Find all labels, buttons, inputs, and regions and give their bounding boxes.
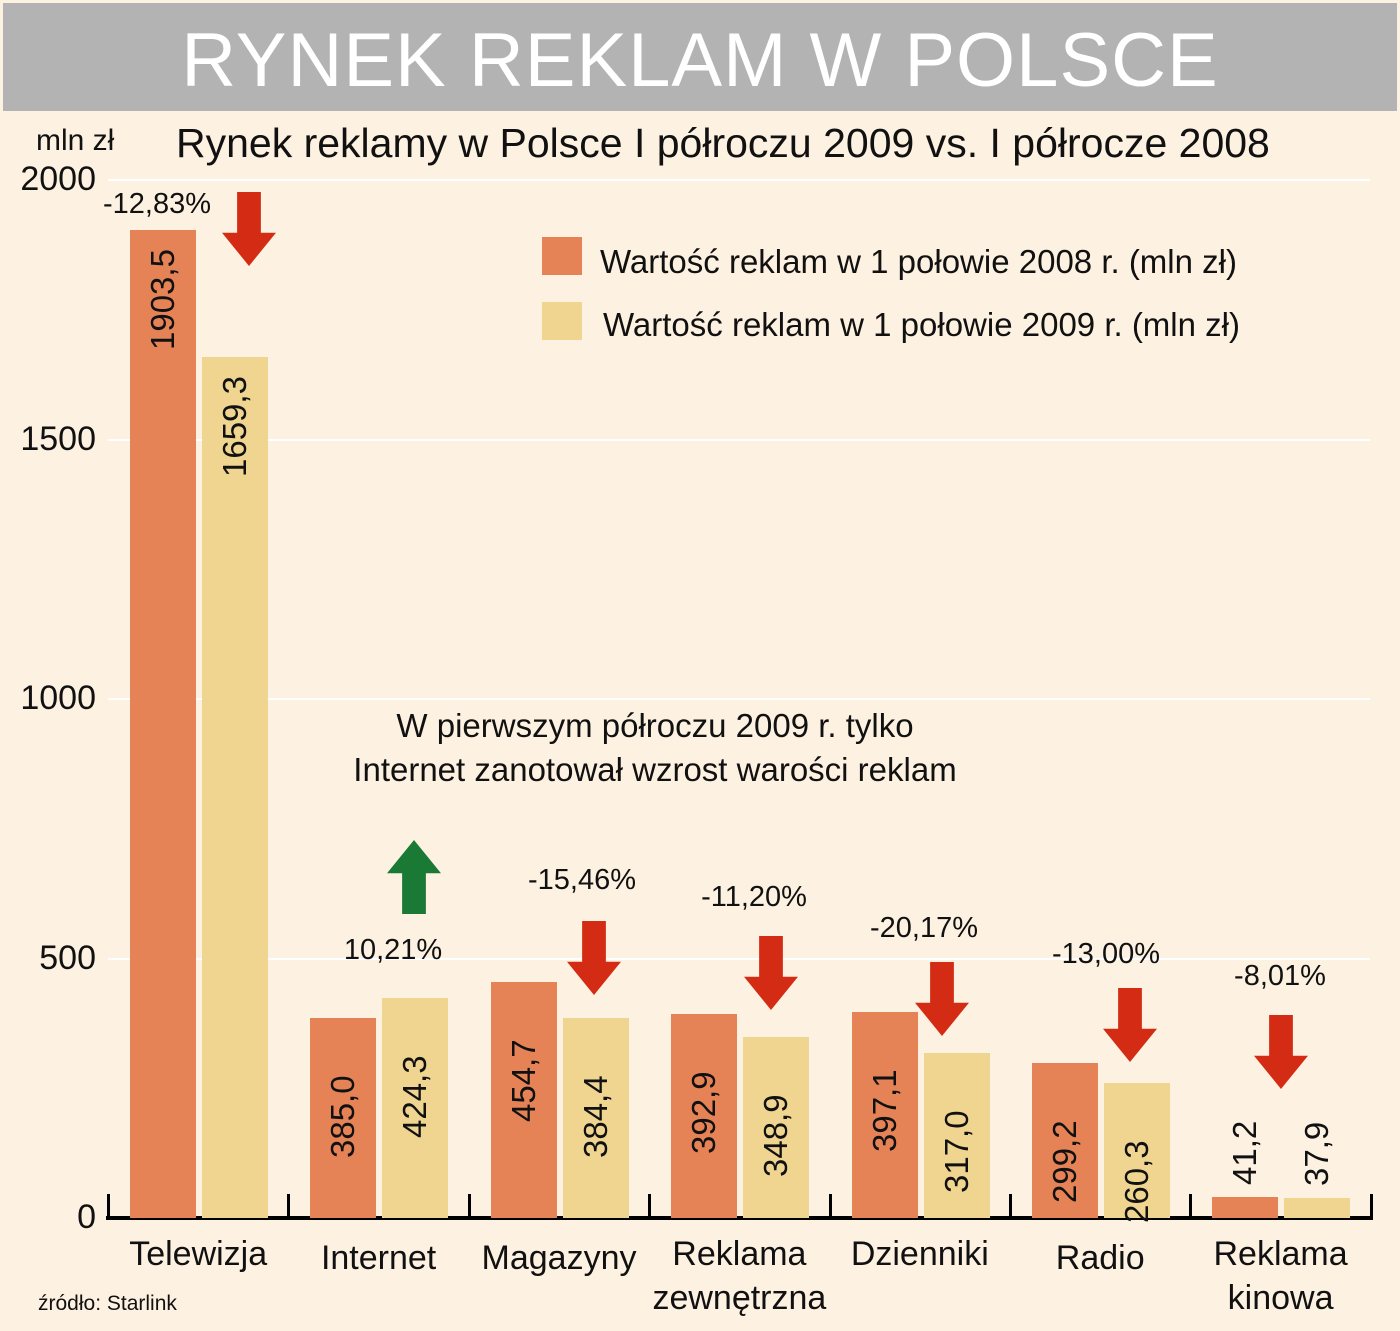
gridline: [108, 179, 1370, 181]
x-axis-tick: [1009, 1194, 1012, 1219]
category-label-line1: Reklama: [1213, 1235, 1348, 1273]
chart-subtitle: Rynek reklamy w Polsce I półroczu 2009 v…: [176, 120, 1270, 166]
value-label: 348,9: [757, 1094, 795, 1177]
y-tick-label: 500: [39, 938, 96, 977]
value-label: 1903,5: [144, 249, 181, 351]
arrow-down-icon: [222, 192, 276, 271]
percent-change-label: -8,01%: [1234, 960, 1326, 992]
x-axis-tick: [648, 1194, 652, 1219]
value-label: 41,2: [1226, 1120, 1264, 1185]
category-label: Magazyny: [464, 1236, 654, 1280]
category-label: Telewizja: [103, 1232, 293, 1276]
bar-2009: [1284, 1198, 1351, 1218]
category-label: Internet: [284, 1236, 474, 1280]
arrow-down-icon: [567, 921, 621, 1000]
x-axis-tick: [287, 1194, 291, 1219]
category-label-line1: Radio: [1055, 1239, 1145, 1277]
x-axis-tick: [1369, 1194, 1373, 1219]
category-label-line1: Internet: [320, 1239, 437, 1277]
percent-change-label: -20,17%: [869, 912, 979, 944]
percent-change-label: -12,83%: [102, 188, 212, 220]
arrow-down-icon: [915, 962, 969, 1041]
value-label: 397,1: [865, 1069, 903, 1152]
bar-2009: [202, 356, 268, 1218]
arrow-down-icon: [744, 936, 798, 1015]
y-tick-label: 1000: [20, 679, 96, 717]
annotation-note: W pierwszym półroczu 2009 r. tylko Inter…: [300, 704, 1010, 792]
bar-2009: [923, 1053, 990, 1218]
x-axis-tick: [467, 1194, 471, 1219]
gridline: [108, 438, 1370, 441]
arrow-up-icon: [387, 840, 441, 919]
percent-change-label: 10,21%: [343, 934, 443, 966]
bar-2008: [130, 230, 196, 1218]
value-label: 392,9: [685, 1071, 723, 1155]
value-label: 317,0: [937, 1110, 975, 1194]
x-axis: [106, 1216, 1373, 1220]
category-label-line2: zewnętrzna: [652, 1279, 827, 1317]
legend-swatch-2008: [542, 237, 582, 275]
y-tick-label: 2000: [20, 160, 96, 198]
legend-label-2008: Wartość reklam w 1 połowie 2008 r. (mln …: [600, 243, 1237, 280]
gridline: [108, 957, 1370, 960]
note-line-2: Internet zanotował wzrost warości reklam: [353, 751, 957, 788]
y-tick-label: 1500: [20, 419, 96, 458]
value-label: 1659,3: [216, 375, 253, 477]
bar-2009: [562, 1018, 629, 1218]
category-label-line2: kinowa: [1227, 1279, 1334, 1317]
value-label: 454,7: [504, 1039, 542, 1122]
legend-swatch-2009: [542, 302, 582, 340]
bar-2008: [1032, 1062, 1098, 1218]
category-label: Radio: [1005, 1236, 1195, 1280]
x-axis-tick: [828, 1194, 832, 1219]
category-label: Dzienniki: [825, 1232, 1015, 1276]
x-axis-tick: [1189, 1194, 1193, 1219]
category-label: Reklama zewnętrzna: [644, 1232, 834, 1320]
category-label: Reklama kinowa: [1186, 1232, 1376, 1320]
bar-2009: [1104, 1082, 1170, 1218]
title-banner: RYNEK REKLAM W POLSCE: [3, 3, 1397, 111]
percent-change-label: -11,20%: [701, 881, 807, 913]
bar-2009: [382, 997, 449, 1218]
note-line-1: W pierwszym półroczu 2009 r. tylko: [396, 707, 914, 744]
gridline: [108, 698, 1370, 700]
bar-2008: [310, 1018, 377, 1218]
main-title: RYNEK REKLAM W POLSCE: [181, 18, 1219, 103]
legend-label-2009: Wartość reklam w 1 połowie 2009 r. (mln …: [603, 306, 1240, 343]
percent-change-label: -13,00%: [1051, 938, 1161, 970]
value-label: 299,2: [1046, 1120, 1083, 1203]
category-label-line1: Telewizja: [129, 1235, 268, 1273]
bar-2008: [671, 1014, 738, 1218]
x-axis-tick: [107, 1194, 110, 1219]
value-label: 260,3: [1118, 1140, 1155, 1223]
bar-2008: [1212, 1196, 1279, 1218]
source-label: źródło: Starlink: [38, 1292, 177, 1315]
bar-2008: [851, 1011, 918, 1218]
value-label: 384,4: [576, 1075, 614, 1159]
value-label: 424,3: [396, 1055, 434, 1138]
arrow-down-icon: [1254, 1015, 1308, 1094]
percent-change-label: -15,46%: [527, 864, 637, 896]
value-label: 385,0: [324, 1075, 362, 1159]
y-tick-label: 0: [77, 1198, 96, 1236]
bar-2008: [490, 982, 557, 1218]
category-label-line1: Reklama: [672, 1235, 807, 1273]
category-label-line1: Dzienniki: [850, 1235, 989, 1273]
value-label: 37,9: [1298, 1122, 1336, 1187]
y-axis-unit: mln zł: [36, 124, 115, 157]
arrow-down-icon: [1103, 988, 1157, 1067]
bar-2009: [743, 1036, 810, 1218]
category-label-line1: Magazyny: [481, 1239, 637, 1277]
